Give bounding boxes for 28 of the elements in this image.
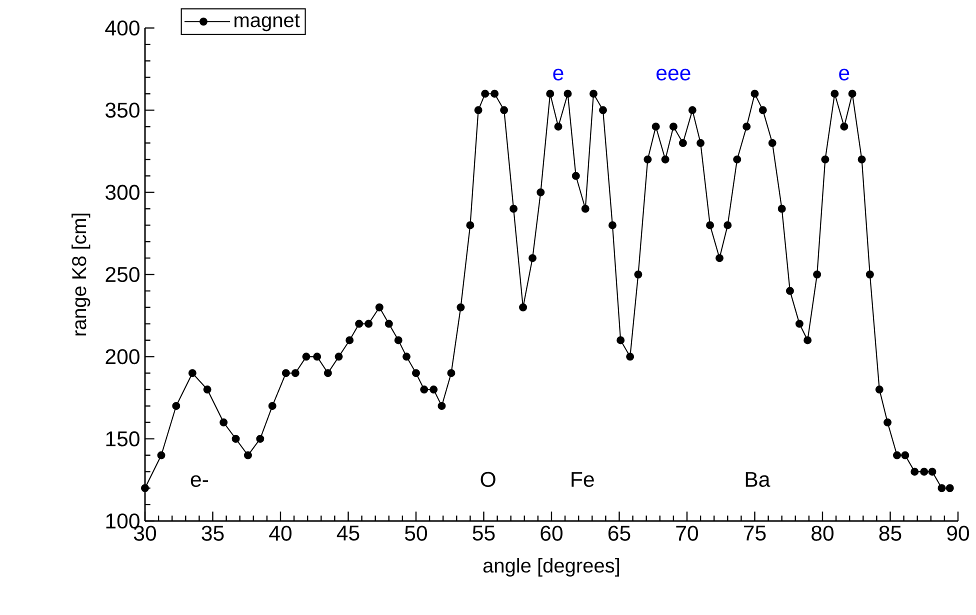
x-tick-label: 90 bbox=[947, 526, 970, 541]
y-tick-label: 150 bbox=[106, 431, 140, 446]
annotation: e bbox=[553, 68, 564, 80]
x-tick-label: 50 bbox=[404, 526, 428, 541]
x-tick-label: 60 bbox=[540, 526, 563, 541]
annotation: Fe bbox=[572, 472, 594, 487]
x-tick-label: 45 bbox=[336, 526, 360, 541]
x-tick-label: 40 bbox=[269, 526, 292, 541]
annotation: eee bbox=[656, 68, 690, 80]
annotation: e bbox=[839, 68, 850, 80]
x-tick-label: 70 bbox=[676, 526, 698, 541]
x-tick-label: 80 bbox=[812, 526, 834, 541]
annotation: Ba bbox=[746, 472, 770, 487]
y-tick-label: 300 bbox=[106, 184, 140, 200]
annotation: e- bbox=[190, 475, 208, 487]
y-tick-label: 250 bbox=[106, 266, 140, 282]
annotation: O bbox=[480, 472, 496, 487]
x-tick-label: 65 bbox=[608, 526, 630, 541]
x-tick-label: 55 bbox=[472, 526, 495, 541]
x-tick-label: 85 bbox=[879, 526, 902, 541]
x-tick-label: 35 bbox=[202, 526, 224, 541]
y-tick-label: 200 bbox=[106, 349, 140, 364]
legend-label: magnet bbox=[234, 14, 300, 32]
x-tick-label: 75 bbox=[744, 526, 766, 541]
y-tick-label: 350 bbox=[106, 102, 140, 118]
y-tick-label: 400 bbox=[105, 20, 140, 36]
x-axis-title: angle [degrees] bbox=[483, 558, 619, 577]
y-axis-title: range K8 [cm] bbox=[72, 214, 90, 336]
